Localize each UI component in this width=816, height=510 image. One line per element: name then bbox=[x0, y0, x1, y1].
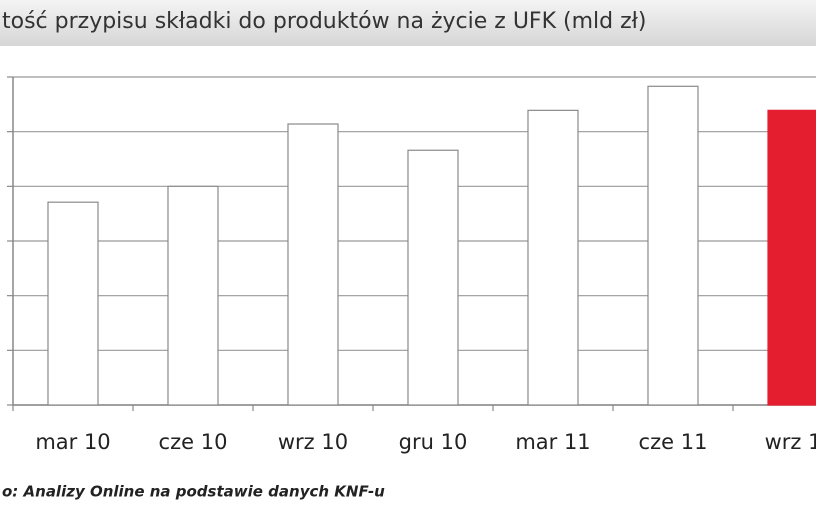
bar bbox=[167, 185, 219, 406]
x-tick-label: mar 11 bbox=[515, 430, 590, 454]
x-tick-label: cze 11 bbox=[639, 430, 708, 454]
x-tick-label: gru 10 bbox=[399, 430, 468, 454]
chart-title: tość przypisu składki do produktów na ży… bbox=[2, 9, 646, 34]
x-tick-label: wrz 1 bbox=[765, 430, 816, 454]
x-tick-label: wrz 10 bbox=[278, 430, 348, 454]
bar bbox=[647, 85, 699, 406]
source-note: o: Analizy Online na podstawie danych KN… bbox=[2, 483, 385, 501]
x-tick-label: cze 10 bbox=[159, 430, 228, 454]
bar bbox=[767, 109, 816, 406]
bar bbox=[47, 201, 99, 406]
bar bbox=[287, 123, 339, 406]
bar bbox=[407, 149, 459, 406]
x-tick-label: mar 10 bbox=[35, 430, 110, 454]
bar bbox=[527, 109, 579, 406]
title-bar bbox=[0, 0, 816, 46]
